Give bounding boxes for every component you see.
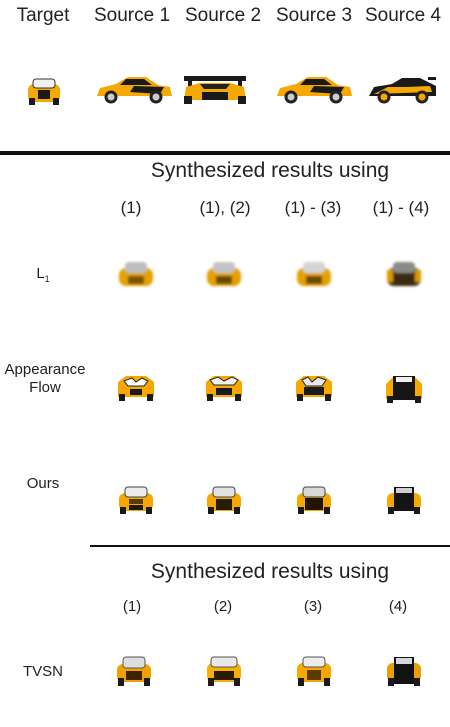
row-label-l1: L1	[10, 265, 76, 288]
ours-result-2-image	[204, 484, 244, 516]
row-label-l1-main: L	[36, 265, 45, 282]
header-source-3: Source 3	[275, 5, 353, 26]
source-1-car-side-image	[94, 74, 174, 106]
section-1-col-2: (1), (2)	[199, 198, 251, 217]
appearance-flow-result-1-image	[116, 372, 156, 402]
header-source-1: Source 1	[93, 5, 171, 26]
l1-result-1-image	[116, 258, 156, 290]
row-label-tvsn: TVSN	[22, 663, 63, 680]
row-label-l1-subscript: 1	[44, 274, 50, 284]
ours-result-3-image	[294, 484, 334, 516]
l1-result-2-image	[204, 258, 244, 290]
ours-result-4-image	[384, 484, 424, 516]
appearance-flow-result-4-image	[384, 372, 424, 404]
row-label-appearance-flow: Appearance Flow	[4, 361, 86, 396]
tvsn-result-3-image	[294, 654, 334, 688]
l1-result-3-image	[294, 258, 334, 290]
source-3-car-side-image	[274, 74, 354, 106]
section-1-col-1: (1)	[120, 198, 142, 217]
tvsn-result-2-image	[204, 654, 244, 688]
section-divider-bottom	[90, 545, 450, 547]
section-2-title: Synthesized results using	[150, 560, 390, 583]
header-target: Target	[16, 5, 70, 26]
section-2-col-4: (4)	[388, 598, 408, 615]
section-divider-top	[0, 151, 450, 155]
header-source-2: Source 2	[184, 5, 262, 26]
section-2-col-2: (2)	[213, 598, 233, 615]
appearance-flow-result-2-image	[204, 372, 244, 402]
section-1-col-4: (1) - (4)	[372, 198, 430, 217]
source-2-car-rear-image	[180, 74, 250, 106]
target-car-front-image	[25, 76, 63, 106]
source-4-car-side-image	[366, 74, 438, 106]
section-1-col-3: (1) - (3)	[284, 198, 342, 217]
row-label-ours: Ours	[26, 475, 60, 492]
section-2-col-1: (1)	[122, 598, 142, 615]
appearance-flow-result-3-image	[294, 372, 334, 402]
ours-result-1-image	[116, 484, 156, 516]
header-source-4: Source 4	[364, 5, 442, 26]
l1-result-4-image	[384, 258, 424, 290]
tvsn-result-1-image	[114, 654, 154, 688]
tvsn-result-4-image	[384, 654, 424, 688]
section-1-title: Synthesized results using	[150, 159, 390, 182]
section-2-col-3: (3)	[303, 598, 323, 615]
